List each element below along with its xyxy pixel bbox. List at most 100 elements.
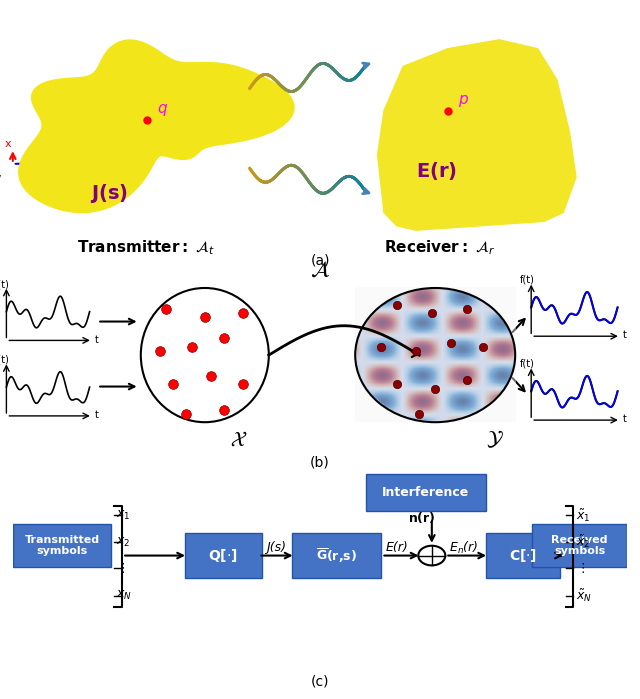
Polygon shape xyxy=(64,69,243,182)
Polygon shape xyxy=(80,80,224,171)
Text: $\mathbf{Transmitter:}$ $\mathcal{A}_t$: $\mathbf{Transmitter:}$ $\mathcal{A}_t$ xyxy=(77,238,215,257)
FancyBboxPatch shape xyxy=(532,524,627,567)
Text: f(t): f(t) xyxy=(520,275,534,285)
Polygon shape xyxy=(391,57,560,218)
Polygon shape xyxy=(416,87,530,196)
Polygon shape xyxy=(385,48,568,224)
Ellipse shape xyxy=(141,288,269,422)
Polygon shape xyxy=(438,114,503,176)
Polygon shape xyxy=(380,43,573,228)
Polygon shape xyxy=(144,122,151,127)
Polygon shape xyxy=(434,109,509,180)
Text: $x_2$: $x_2$ xyxy=(116,535,131,549)
FancyBboxPatch shape xyxy=(185,533,262,578)
Polygon shape xyxy=(419,89,527,194)
Polygon shape xyxy=(441,117,500,174)
Polygon shape xyxy=(22,42,291,210)
Polygon shape xyxy=(454,134,484,162)
Polygon shape xyxy=(420,92,525,192)
Polygon shape xyxy=(118,105,180,144)
Polygon shape xyxy=(407,75,541,204)
Text: E$_n$(r): E$_n$(r) xyxy=(449,540,479,556)
Polygon shape xyxy=(432,106,511,182)
Polygon shape xyxy=(428,101,516,186)
Text: J(s): J(s) xyxy=(266,542,286,554)
Text: Transmitted
symbols: Transmitted symbols xyxy=(24,535,99,556)
Polygon shape xyxy=(436,112,506,178)
Polygon shape xyxy=(67,71,239,180)
Circle shape xyxy=(419,546,445,565)
Text: (c): (c) xyxy=(311,675,329,689)
Polygon shape xyxy=(109,99,191,150)
Polygon shape xyxy=(31,48,279,203)
Text: Q[$\cdot$]: Q[$\cdot$] xyxy=(209,547,238,564)
FancyBboxPatch shape xyxy=(366,474,486,511)
Polygon shape xyxy=(387,51,565,222)
Text: t: t xyxy=(623,415,627,424)
Polygon shape xyxy=(445,122,495,170)
Polygon shape xyxy=(398,64,552,212)
Polygon shape xyxy=(70,73,236,177)
Polygon shape xyxy=(396,62,554,214)
Polygon shape xyxy=(450,128,490,166)
Polygon shape xyxy=(102,94,198,155)
Polygon shape xyxy=(83,82,221,168)
Text: z: z xyxy=(36,159,42,169)
Polygon shape xyxy=(106,96,195,153)
Text: $\mathcal{X}$: $\mathcal{X}$ xyxy=(230,429,248,449)
Text: Received
symbols: Received symbols xyxy=(551,535,608,556)
Polygon shape xyxy=(131,113,166,135)
Text: $p$: $p$ xyxy=(458,93,468,109)
Text: (a): (a) xyxy=(310,254,330,268)
Polygon shape xyxy=(58,65,250,186)
Polygon shape xyxy=(125,109,173,140)
Polygon shape xyxy=(90,86,213,164)
Polygon shape xyxy=(38,52,272,199)
Text: t: t xyxy=(95,335,99,345)
Polygon shape xyxy=(414,84,532,198)
Text: $\mathbf{E(r)}$: $\mathbf{E(r)}$ xyxy=(416,160,457,182)
Text: (b): (b) xyxy=(310,455,330,469)
Ellipse shape xyxy=(355,288,515,422)
Polygon shape xyxy=(86,84,217,166)
Text: x: x xyxy=(5,139,12,149)
Polygon shape xyxy=(443,120,498,172)
Polygon shape xyxy=(19,40,294,212)
Text: y: y xyxy=(0,173,1,182)
Text: C[$\cdot$]: C[$\cdot$] xyxy=(509,547,537,564)
Polygon shape xyxy=(389,54,563,220)
Text: f(t): f(t) xyxy=(0,279,10,289)
Polygon shape xyxy=(51,61,257,190)
Polygon shape xyxy=(28,46,283,206)
Polygon shape xyxy=(61,67,246,184)
Text: $q$: $q$ xyxy=(157,102,168,118)
Polygon shape xyxy=(96,90,206,159)
Text: Interference: Interference xyxy=(382,486,470,499)
Polygon shape xyxy=(394,59,557,216)
Polygon shape xyxy=(35,50,276,201)
Text: f(t): f(t) xyxy=(520,359,534,369)
Polygon shape xyxy=(429,103,514,184)
Text: $\mathbf{Receiver:}$ $\mathcal{A}_r$: $\mathbf{Receiver:}$ $\mathcal{A}_r$ xyxy=(384,238,495,257)
Polygon shape xyxy=(459,139,479,158)
Polygon shape xyxy=(461,142,476,156)
Polygon shape xyxy=(25,44,287,208)
Polygon shape xyxy=(47,59,261,193)
Polygon shape xyxy=(452,131,487,164)
Polygon shape xyxy=(423,95,522,190)
Polygon shape xyxy=(138,117,158,131)
Polygon shape xyxy=(41,55,268,197)
Text: $\tilde{x}_2$: $\tilde{x}_2$ xyxy=(576,534,591,550)
Polygon shape xyxy=(99,92,202,157)
Text: $\vdots$: $\vdots$ xyxy=(576,561,585,575)
Polygon shape xyxy=(447,125,492,168)
Text: $\mathcal{A}$: $\mathcal{A}$ xyxy=(310,259,330,280)
Text: $x_N$: $x_N$ xyxy=(116,589,132,603)
Text: $\mathcal{Y}$: $\mathcal{Y}$ xyxy=(486,428,504,450)
Polygon shape xyxy=(425,98,519,188)
FancyBboxPatch shape xyxy=(13,524,111,567)
Text: t: t xyxy=(95,410,99,420)
Text: E(r): E(r) xyxy=(386,542,408,554)
Polygon shape xyxy=(403,70,547,208)
Polygon shape xyxy=(112,101,188,148)
